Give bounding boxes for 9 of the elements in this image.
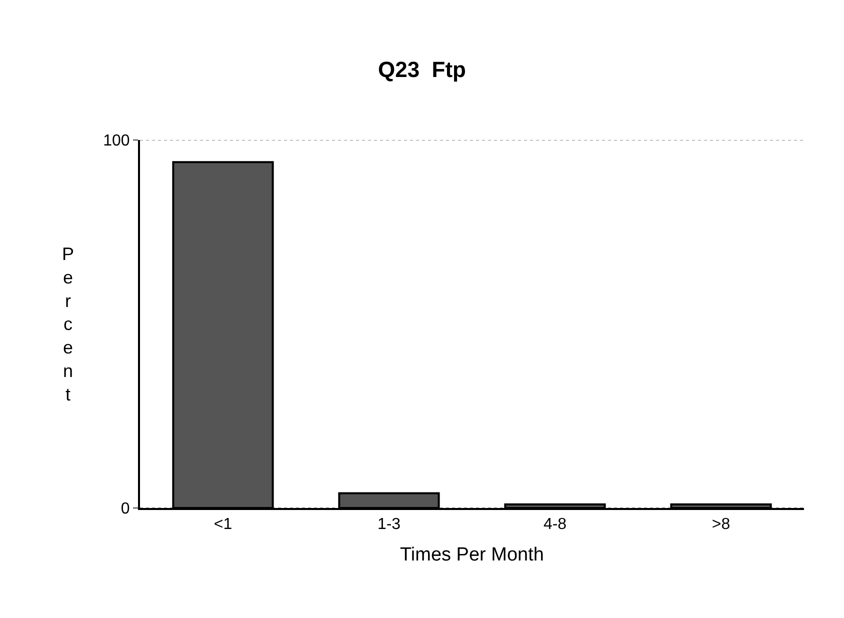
- y-tick-label: 100: [103, 132, 130, 150]
- y-tick-label: 0: [120, 500, 130, 518]
- y-axis-title: Percent: [62, 244, 74, 404]
- x-tick-label: >8: [712, 516, 730, 534]
- x-tick-label: <1: [214, 516, 232, 534]
- x-tick-label: 1-3: [377, 516, 401, 534]
- x-tick-label: 4-8: [543, 516, 567, 534]
- x-axis-title: Times Per Month: [400, 544, 544, 566]
- chart-title: Q23 Ftp: [378, 57, 466, 82]
